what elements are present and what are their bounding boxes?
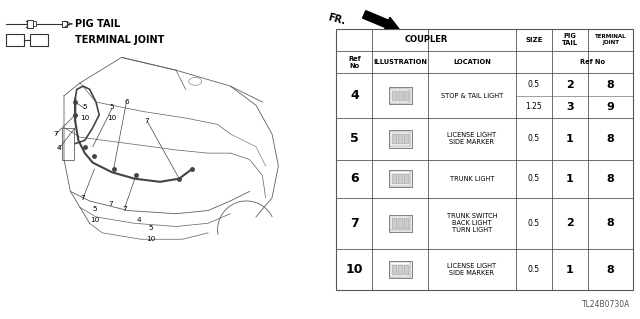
Bar — [404, 218, 409, 229]
Bar — [63, 128, 74, 160]
Bar — [388, 130, 412, 147]
Bar — [390, 131, 410, 146]
Text: 4: 4 — [57, 145, 61, 151]
Text: 0.5: 0.5 — [528, 80, 540, 89]
Text: 10: 10 — [108, 115, 116, 121]
Text: STOP & TAIL LIGHT: STOP & TAIL LIGHT — [441, 93, 503, 99]
Text: 0.5: 0.5 — [528, 134, 540, 143]
Bar — [390, 216, 410, 230]
Text: SIZE: SIZE — [525, 37, 543, 43]
Text: 7: 7 — [350, 217, 359, 230]
Bar — [33, 21, 36, 26]
Text: Ref
No: Ref No — [348, 56, 361, 69]
FancyArrow shape — [363, 11, 399, 31]
Text: 7: 7 — [81, 195, 86, 201]
Bar — [398, 218, 403, 229]
Bar — [392, 218, 397, 229]
Text: 7: 7 — [145, 118, 150, 124]
Text: 7: 7 — [122, 206, 127, 212]
Bar — [390, 88, 410, 103]
Text: 8: 8 — [607, 218, 614, 228]
Text: PIG TAIL: PIG TAIL — [76, 19, 120, 29]
Text: 0.5: 0.5 — [528, 219, 540, 228]
Text: 9: 9 — [607, 102, 614, 112]
Text: 5: 5 — [92, 206, 97, 212]
Bar — [392, 91, 397, 101]
Text: TL24B0730A: TL24B0730A — [582, 300, 630, 309]
Text: 1.25: 1.25 — [525, 102, 542, 111]
Text: 7: 7 — [108, 201, 113, 207]
Text: 8: 8 — [607, 264, 614, 275]
Text: 1: 1 — [566, 264, 573, 275]
Bar — [404, 265, 409, 275]
Bar — [404, 134, 409, 144]
Bar — [398, 174, 403, 184]
Bar — [392, 265, 397, 275]
Bar — [6, 34, 24, 46]
Text: 3: 3 — [566, 102, 573, 112]
Text: 2: 2 — [566, 79, 573, 90]
Text: 10: 10 — [80, 115, 90, 121]
Text: 4: 4 — [350, 89, 359, 102]
Bar — [388, 87, 412, 105]
Text: 8: 8 — [607, 174, 614, 184]
Text: 10: 10 — [346, 263, 363, 276]
Text: TERMINAL
JOINT: TERMINAL JOINT — [595, 34, 627, 45]
Text: 1: 1 — [566, 134, 573, 144]
Text: 10: 10 — [146, 236, 155, 242]
Bar — [392, 134, 397, 144]
Text: 5: 5 — [350, 132, 359, 145]
Ellipse shape — [189, 77, 202, 85]
Text: 0.5: 0.5 — [528, 174, 540, 183]
Bar — [388, 170, 412, 188]
Bar — [398, 134, 403, 144]
Bar — [390, 262, 410, 277]
Text: FR.: FR. — [326, 12, 347, 26]
Text: TERMINAL JOINT: TERMINAL JOINT — [76, 35, 164, 45]
Text: LICENSE LIGHT
SIDE MARKER: LICENSE LIGHT SIDE MARKER — [447, 132, 497, 145]
Text: 2: 2 — [566, 218, 573, 228]
Text: 6: 6 — [124, 99, 129, 105]
Bar — [388, 261, 412, 278]
Text: 10: 10 — [90, 217, 99, 223]
Bar — [28, 20, 33, 28]
Text: LICENSE LIGHT
SIDE MARKER: LICENSE LIGHT SIDE MARKER — [447, 263, 497, 276]
Text: LOCATION: LOCATION — [453, 59, 491, 65]
Text: 6: 6 — [350, 172, 358, 185]
Text: TRUNK SWITCH
BACK LIGHT
TURN LIGHT: TRUNK SWITCH BACK LIGHT TURN LIGHT — [447, 213, 497, 233]
Bar — [404, 91, 409, 101]
Text: COUPLER: COUPLER — [404, 35, 448, 44]
Text: Ref No: Ref No — [580, 59, 605, 65]
Text: 5: 5 — [148, 225, 153, 231]
Bar — [31, 34, 48, 46]
Text: 5: 5 — [109, 104, 115, 110]
Bar — [398, 265, 403, 275]
Text: 0.5: 0.5 — [528, 265, 540, 274]
Text: 8: 8 — [607, 134, 614, 144]
Text: 8: 8 — [607, 79, 614, 90]
Bar — [388, 215, 412, 232]
Text: 1: 1 — [566, 174, 573, 184]
Text: 7: 7 — [54, 131, 58, 137]
Bar — [404, 174, 409, 184]
Text: TRUNK LIGHT: TRUNK LIGHT — [450, 176, 494, 182]
Text: 4: 4 — [137, 217, 141, 223]
Bar — [392, 174, 397, 184]
Bar — [390, 172, 410, 186]
Text: ILLUSTRATION: ILLUSTRATION — [373, 59, 427, 65]
Bar — [337, 29, 634, 290]
Bar — [63, 21, 67, 27]
Text: PIG
TAIL: PIG TAIL — [562, 33, 578, 46]
Text: 5: 5 — [83, 104, 87, 110]
Bar — [398, 91, 403, 101]
